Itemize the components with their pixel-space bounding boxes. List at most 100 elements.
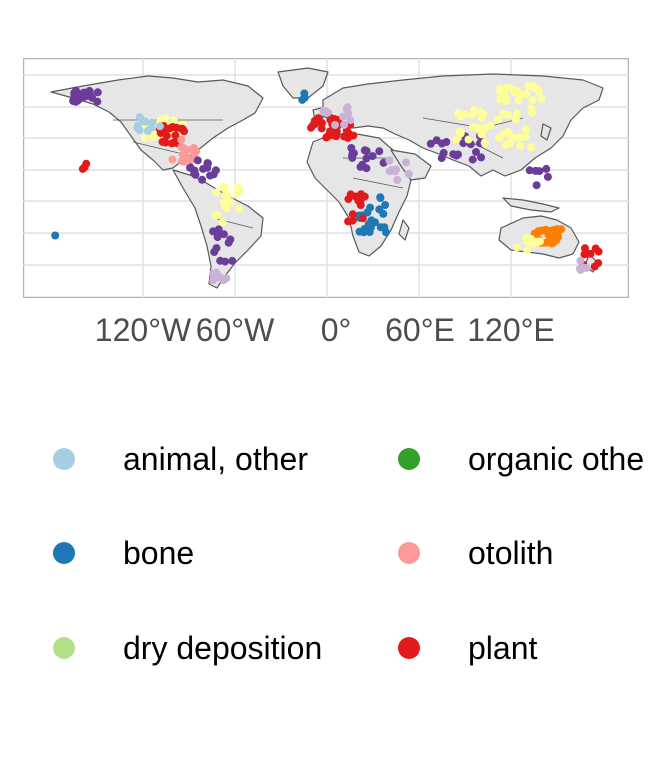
sample-point-siberia	[537, 94, 546, 103]
sample-point-europe	[322, 133, 331, 142]
sample-point-north-america	[172, 123, 181, 132]
sample-point-africa	[371, 218, 379, 227]
sample-point-asia	[476, 108, 485, 117]
sample-point-arabia	[404, 169, 413, 178]
sample-point-new-zealand	[591, 244, 600, 253]
sample-point-europe	[326, 127, 334, 136]
legend-key-plant	[398, 637, 420, 659]
sample-point-south-america	[214, 225, 223, 234]
sample-point-hawaii	[80, 163, 89, 171]
sample-point-siberia	[534, 87, 543, 96]
sample-point-patagonia	[209, 276, 218, 285]
sample-point-north-america	[133, 121, 142, 130]
sample-point-south-america	[226, 235, 235, 244]
sample-point-africa	[356, 201, 365, 210]
sample-point-africa	[362, 164, 371, 173]
sample-point-pacific	[51, 231, 60, 240]
world-map	[23, 58, 629, 298]
sample-point-central-america	[204, 159, 212, 168]
sample-point-patagonia	[209, 269, 217, 278]
sample-point-new-zealand	[594, 259, 603, 268]
legend-key-bone	[53, 542, 75, 564]
greenland-land	[277, 67, 329, 99]
sample-point-alaska	[73, 96, 82, 105]
legend-item-otolith: otolith	[398, 533, 553, 573]
sample-point-asia	[472, 148, 480, 156]
sample-point-africa	[381, 201, 390, 209]
sample-point-new-zealand	[580, 250, 589, 259]
sample-point-asia	[507, 132, 515, 141]
sample-point-australia	[553, 228, 562, 237]
sample-point-asia	[527, 143, 536, 152]
sample-point-europe	[346, 116, 355, 125]
sample-point-patagonia	[215, 273, 224, 282]
sample-point-siberia	[496, 84, 505, 93]
sample-point-se-asia	[525, 166, 534, 175]
x-tick-60w: 60°W	[195, 312, 275, 348]
madagascar-land	[398, 219, 410, 241]
sample-point-asia	[464, 135, 473, 144]
sample-point-europe	[314, 114, 323, 123]
sample-point-africa	[364, 220, 373, 229]
sample-point-europe	[310, 120, 319, 129]
sample-point-asia	[502, 140, 511, 149]
legend-item-plant: plant	[398, 628, 537, 668]
sample-point-asia	[499, 109, 508, 118]
legend-item-bone: bone	[53, 533, 194, 573]
sample-point-siberia	[528, 96, 537, 104]
sample-point-asia	[495, 134, 503, 143]
legend-label-organic-other: organic othe	[468, 440, 645, 477]
sample-point-south-america	[233, 183, 242, 192]
x-tick-60e: 60°E	[385, 312, 455, 348]
legend-item-animal-other: animal, other	[53, 439, 308, 479]
sample-point-asia	[521, 125, 530, 134]
sample-point-north-america	[177, 135, 186, 144]
sample-point-new-zealand	[581, 244, 589, 253]
sample-point-africa	[380, 223, 389, 232]
sample-point-asia	[456, 129, 465, 138]
sample-point-north-america	[169, 116, 178, 125]
sample-point-australia	[545, 226, 554, 235]
sample-point-asia	[527, 104, 536, 113]
sample-point-africa	[365, 228, 374, 236]
x-tick-0: 0°	[320, 312, 352, 348]
legend-label-dry-deposition: dry deposition	[123, 629, 323, 666]
sample-point-europe	[338, 112, 347, 121]
sample-point-asia	[516, 142, 525, 151]
sample-points	[51, 82, 603, 285]
sample-point-europe	[342, 104, 351, 113]
sample-point-africa	[344, 195, 353, 204]
sample-point-arabia	[393, 176, 402, 184]
sample-point-se-asia	[532, 181, 541, 190]
sample-point-asia	[426, 139, 435, 148]
sample-point-arabia	[385, 156, 394, 165]
sample-point-asia	[481, 124, 490, 133]
sample-point-central-america	[191, 170, 200, 179]
sample-point-south-america	[218, 218, 227, 227]
sample-point-central-america	[193, 156, 202, 165]
sample-point-siberia	[502, 84, 510, 93]
legend-label-bone: bone	[123, 534, 195, 571]
sample-point-north-america	[168, 155, 177, 164]
sample-point-north-america	[192, 147, 201, 156]
sample-point-arabia	[385, 167, 394, 176]
sample-point-south-america	[213, 211, 222, 220]
sample-point-new-zealand	[586, 249, 595, 258]
sample-point-europe	[340, 120, 349, 129]
legend-item-dry-deposition: dry deposition	[53, 628, 322, 668]
sample-point-south-america	[221, 257, 230, 266]
sample-point-south-america	[210, 248, 219, 256]
sample-point-siberia	[522, 90, 531, 99]
arabia-land	[390, 149, 432, 181]
sample-point-south-america	[221, 190, 230, 199]
sample-point-africa	[360, 146, 369, 155]
sample-point-north-america	[161, 138, 170, 147]
sample-point-se-asia	[535, 167, 544, 176]
sample-point-central-america	[199, 164, 208, 173]
x-tick-120e: 120°E	[467, 312, 555, 348]
sample-point-asia	[468, 155, 477, 164]
sample-point-siberia	[524, 82, 533, 91]
sample-point-alaska	[88, 93, 97, 102]
sample-point-north-america	[148, 133, 157, 142]
x-tick-120w: 120°W	[94, 312, 192, 348]
